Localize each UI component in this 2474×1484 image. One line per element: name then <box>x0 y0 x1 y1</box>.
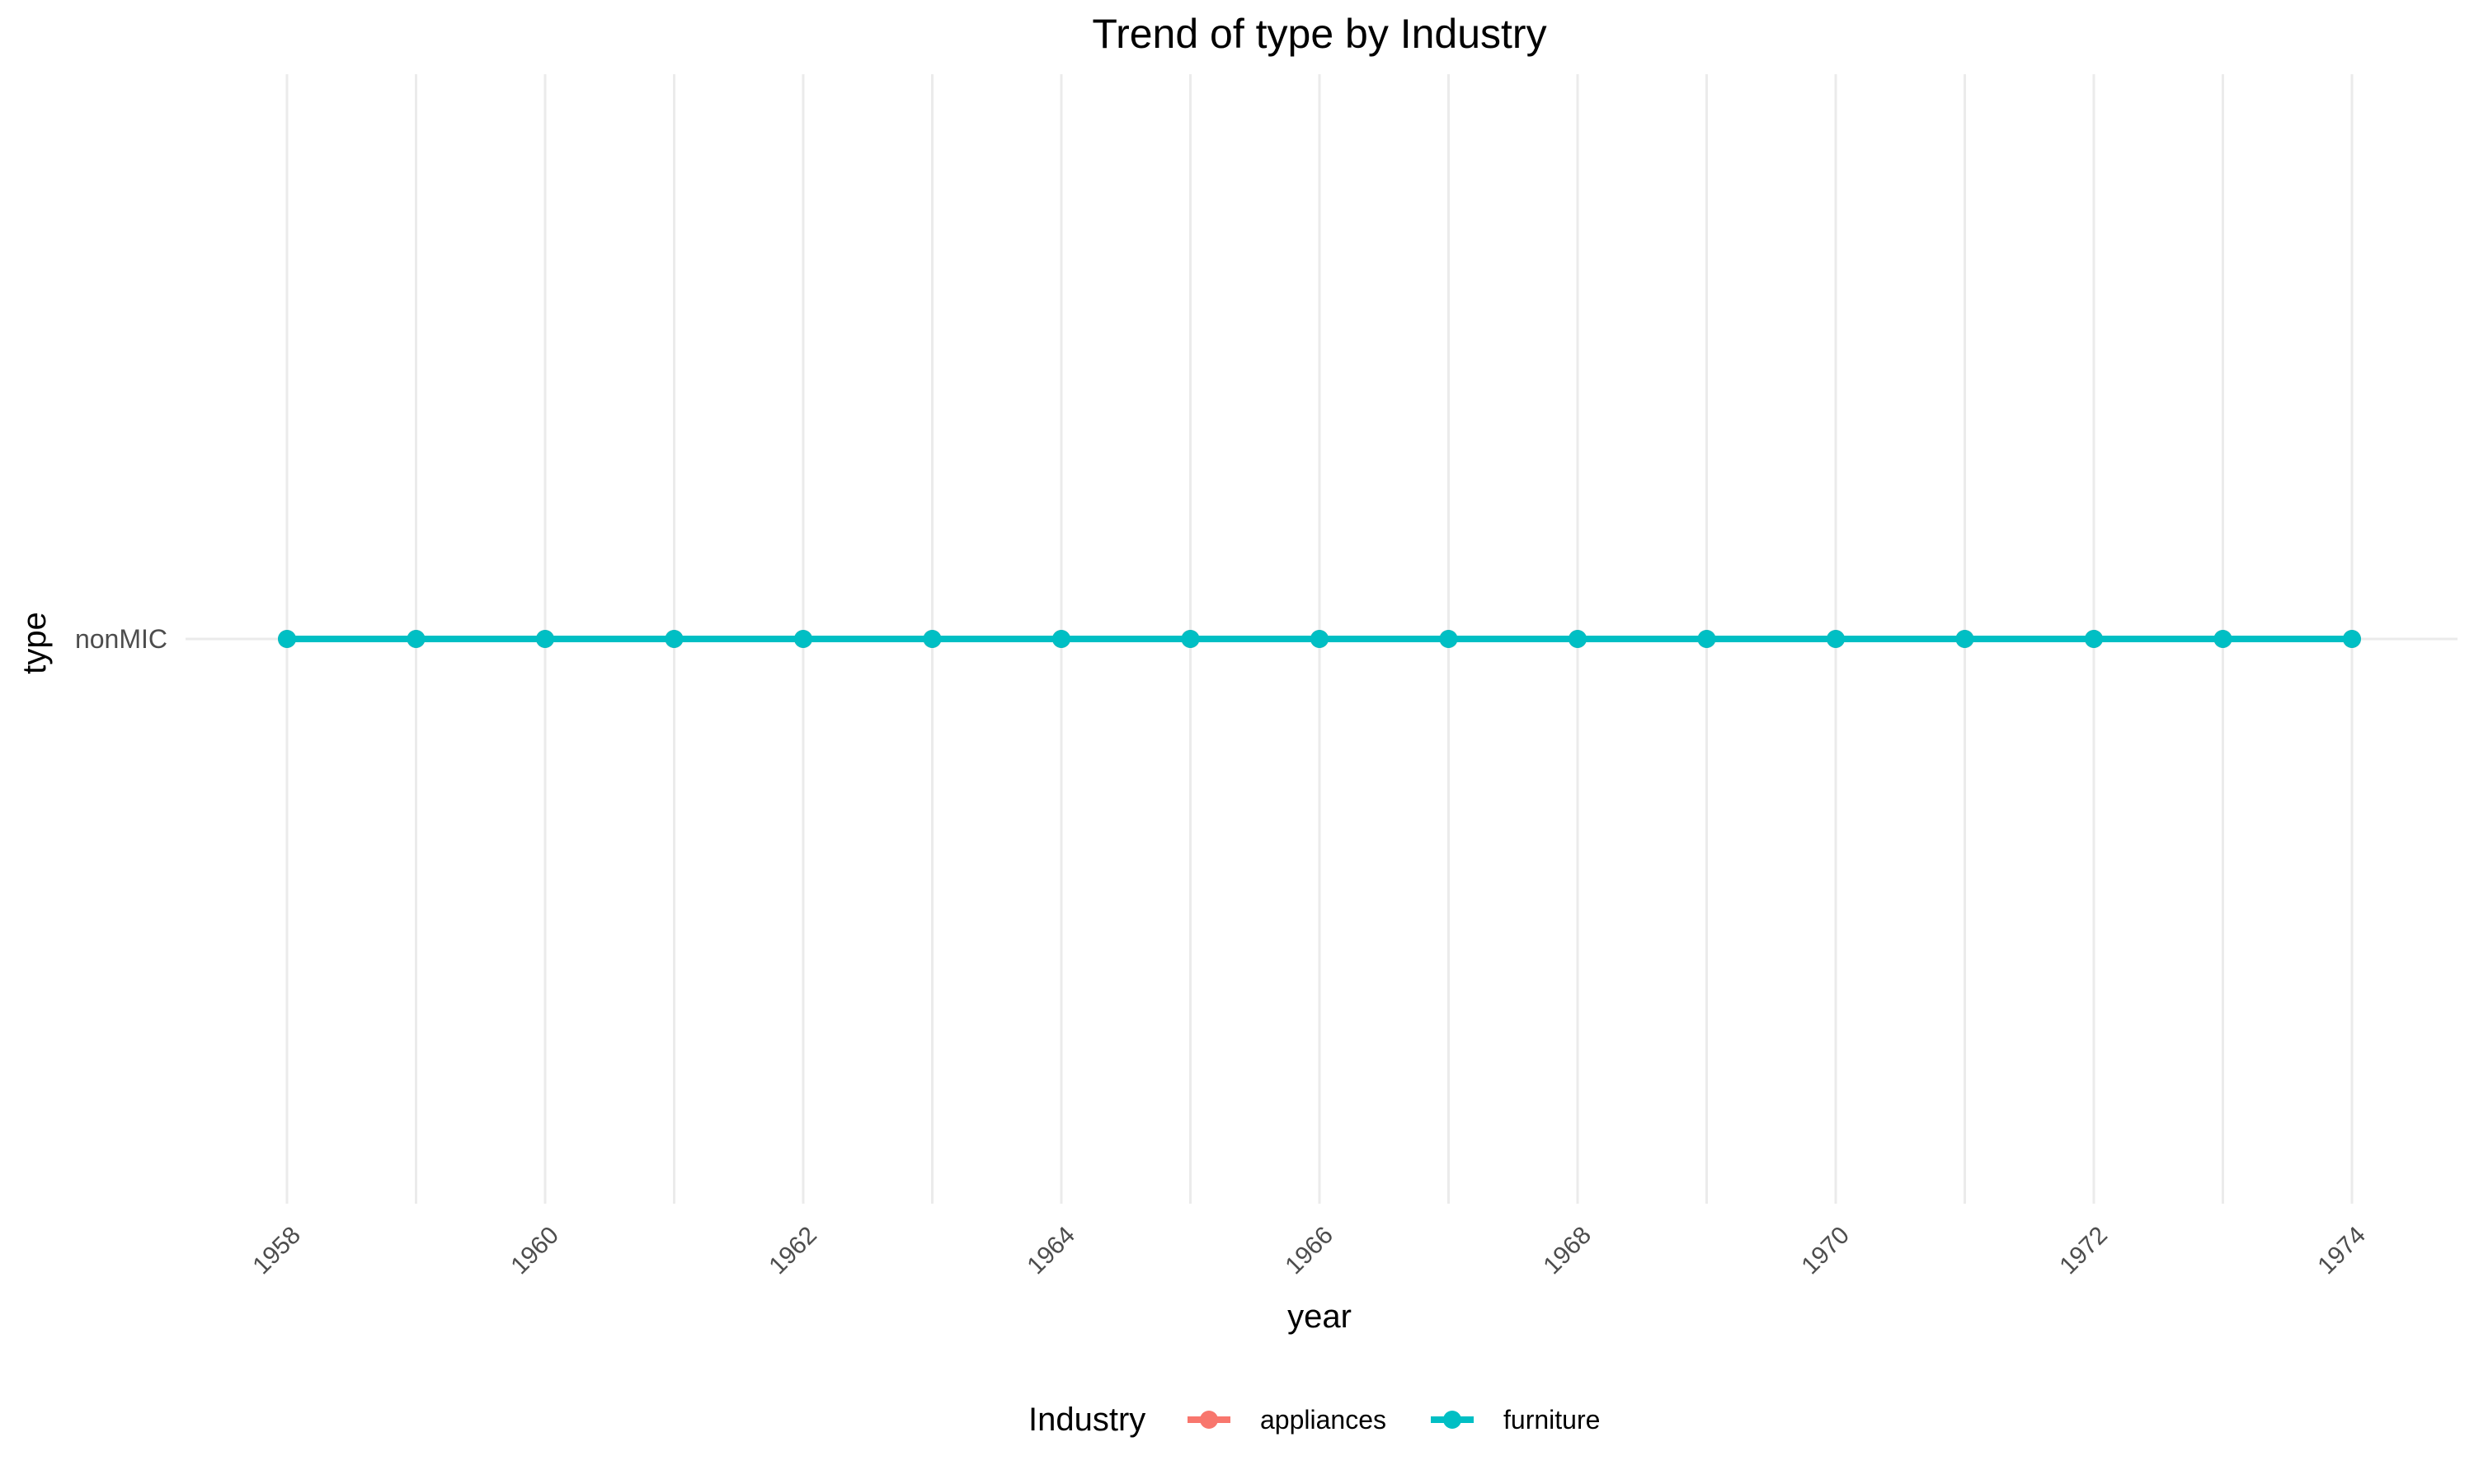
data-point <box>1955 630 1974 648</box>
y-tick-labels: nonMIC <box>75 624 167 654</box>
data-point <box>923 630 942 648</box>
legend-key-point <box>1443 1411 1461 1429</box>
data-point <box>1052 630 1070 648</box>
x-tick-label: 1964 <box>1022 1222 1080 1280</box>
series-layer <box>278 630 2361 648</box>
data-point <box>1827 630 1845 648</box>
x-tick-label: 1968 <box>1538 1222 1597 1280</box>
legend-label: furniture <box>1503 1405 1600 1435</box>
data-point <box>536 630 554 648</box>
data-point <box>1181 630 1200 648</box>
legend-entries: appliances furniture <box>1188 1405 1600 1435</box>
x-tick-label: 1966 <box>1280 1222 1338 1280</box>
data-point <box>2213 630 2232 648</box>
legend: Industry appliances furniture <box>1028 1402 1600 1438</box>
x-tick-label: 1974 <box>2312 1222 2371 1280</box>
data-point <box>2343 630 2361 648</box>
legend-entry-furniture: furniture <box>1431 1405 1600 1435</box>
data-point <box>1439 630 1458 648</box>
data-point <box>278 630 296 648</box>
legend-title: Industry <box>1028 1402 1145 1438</box>
data-point <box>1310 630 1329 648</box>
y-tick-label: nonMIC <box>75 624 167 654</box>
legend-label: appliances <box>1260 1405 1386 1435</box>
data-point <box>2085 630 2103 648</box>
data-point <box>665 630 684 648</box>
data-point <box>794 630 812 648</box>
data-point <box>1569 630 1587 648</box>
series-furniture <box>278 630 2361 648</box>
x-tick-label: 1970 <box>1796 1222 1855 1280</box>
x-tick-label: 1960 <box>506 1222 564 1280</box>
x-tick-label: 1972 <box>2054 1222 2113 1280</box>
x-tick-label: 1962 <box>764 1222 822 1280</box>
data-point <box>1697 630 1716 648</box>
legend-entry-appliances: appliances <box>1188 1405 1386 1435</box>
x-axis-title: year <box>1287 1298 1352 1335</box>
data-point <box>407 630 426 648</box>
chart-title: Trend of type by Industry <box>1092 11 1546 57</box>
legend-key-point <box>1200 1411 1218 1429</box>
x-tick-labels: 1958 1960 1962 1964 1966 1968 1970 1972 1974 <box>247 1222 2371 1280</box>
x-tick-label: 1958 <box>247 1222 306 1280</box>
y-axis-title: type <box>16 612 53 674</box>
